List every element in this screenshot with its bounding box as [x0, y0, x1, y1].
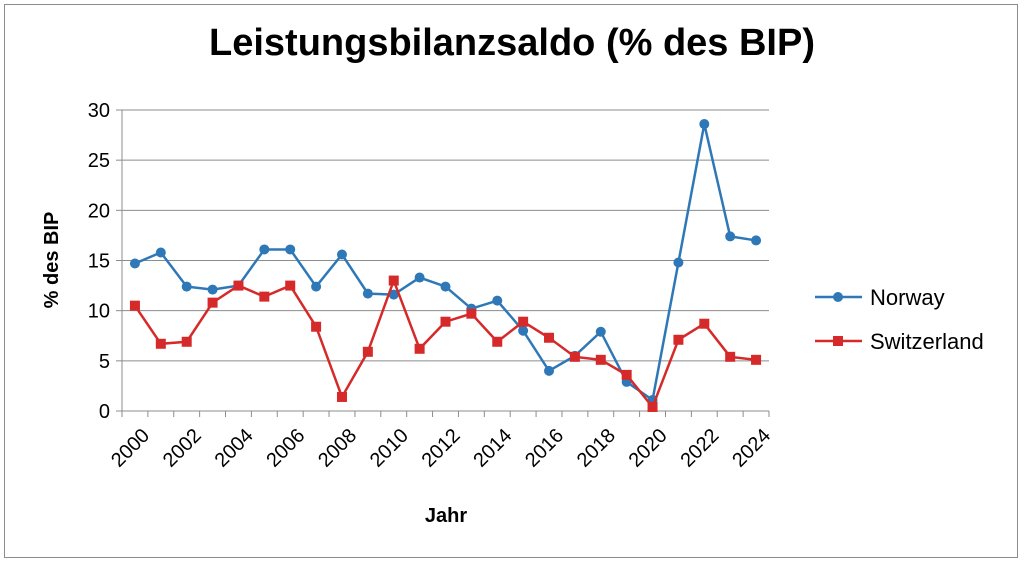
y-tick-label: 30 [88, 100, 110, 122]
x-tick-label: 2022 [676, 425, 723, 472]
data-point-switzerland [233, 280, 244, 291]
series-group [129, 119, 762, 412]
x-tick-label: 2002 [159, 425, 206, 472]
data-point-switzerland [492, 336, 503, 347]
chart-title: Leistungsbilanzsaldo (% des BIP) [209, 22, 815, 64]
x-tick-labels: 2000 2002 2004 2006 2008 2010 2012 2014 2016 2018… [107, 425, 775, 472]
data-point-norway [388, 289, 399, 300]
chart-frame [4, 4, 1018, 558]
legend-label-switzerland: Switzerland [870, 329, 984, 354]
x-tick-label: 2018 [573, 425, 620, 472]
data-point-switzerland [751, 354, 762, 365]
y-tick-labels: 0 5 10 15 20 25 30 [88, 100, 110, 423]
data-point-switzerland [699, 318, 710, 329]
data-point-norway [362, 288, 373, 299]
data-point-switzerland [544, 332, 555, 343]
data-point-switzerland [311, 321, 322, 332]
data-point-switzerland [518, 316, 529, 327]
data-point-norway [155, 247, 166, 258]
data-point-switzerland [647, 401, 658, 412]
x-tick-label: 2020 [625, 425, 672, 472]
x-tick-label: 2014 [469, 425, 516, 472]
gridlines [116, 109, 770, 417]
legend-marker-switzerland [833, 336, 843, 346]
data-point-norway [414, 272, 425, 283]
x-tick-label: 2006 [262, 425, 309, 472]
data-point-switzerland [207, 297, 218, 308]
y-tick-label: 25 [88, 150, 110, 172]
data-point-norway [440, 281, 451, 292]
x-axis-label: Jahr [425, 505, 467, 527]
data-point-norway [492, 295, 503, 306]
y-tick-label: 0 [99, 401, 110, 423]
x-tick-label: 2016 [521, 425, 568, 472]
data-point-switzerland [414, 343, 425, 354]
data-point-switzerland [362, 346, 373, 357]
data-point-switzerland [285, 280, 296, 291]
data-point-norway [699, 119, 710, 130]
data-point-norway [181, 281, 192, 292]
legend: Norway Switzerland [815, 285, 984, 354]
data-point-switzerland [466, 308, 477, 319]
data-point-switzerland [595, 354, 606, 365]
data-point-switzerland [440, 316, 451, 327]
data-point-norway [259, 244, 270, 255]
data-point-switzerland [388, 275, 399, 286]
data-point-norway [336, 249, 347, 260]
data-point-switzerland [569, 351, 580, 362]
x-tick-label: 2024 [728, 425, 775, 472]
data-point-norway [544, 365, 555, 376]
y-tick-label: 15 [88, 251, 110, 273]
x-tick-label: 2010 [366, 425, 413, 472]
x-tick-label: 2008 [314, 425, 361, 472]
legend-label-norway: Norway [870, 285, 945, 310]
data-point-norway [285, 244, 296, 255]
y-axis-label: % des BIP [41, 212, 63, 309]
data-point-norway [751, 235, 762, 246]
data-point-switzerland [673, 334, 684, 345]
x-tick-label: 2012 [418, 425, 465, 472]
y-tick-label: 10 [88, 301, 110, 323]
y-tick-label: 5 [99, 351, 110, 373]
data-point-norway [518, 325, 529, 336]
data-point-norway [311, 281, 322, 292]
data-point-switzerland [129, 300, 140, 311]
y-tick-label: 20 [88, 200, 110, 222]
data-point-norway [595, 326, 606, 337]
data-point-switzerland [181, 336, 192, 347]
data-point-norway [673, 257, 684, 268]
data-point-switzerland [259, 291, 270, 302]
data-point-switzerland [155, 338, 166, 349]
series-line-norway [134, 123, 757, 403]
data-point-switzerland [621, 369, 632, 380]
legend-marker-norway [833, 292, 843, 302]
data-point-switzerland [336, 391, 347, 402]
data-point-norway [207, 284, 218, 295]
x-tick-label: 2000 [107, 425, 154, 472]
data-point-norway [725, 231, 736, 242]
data-point-norway [129, 258, 140, 269]
x-tick-label: 2004 [211, 425, 258, 472]
data-point-switzerland [725, 351, 736, 362]
